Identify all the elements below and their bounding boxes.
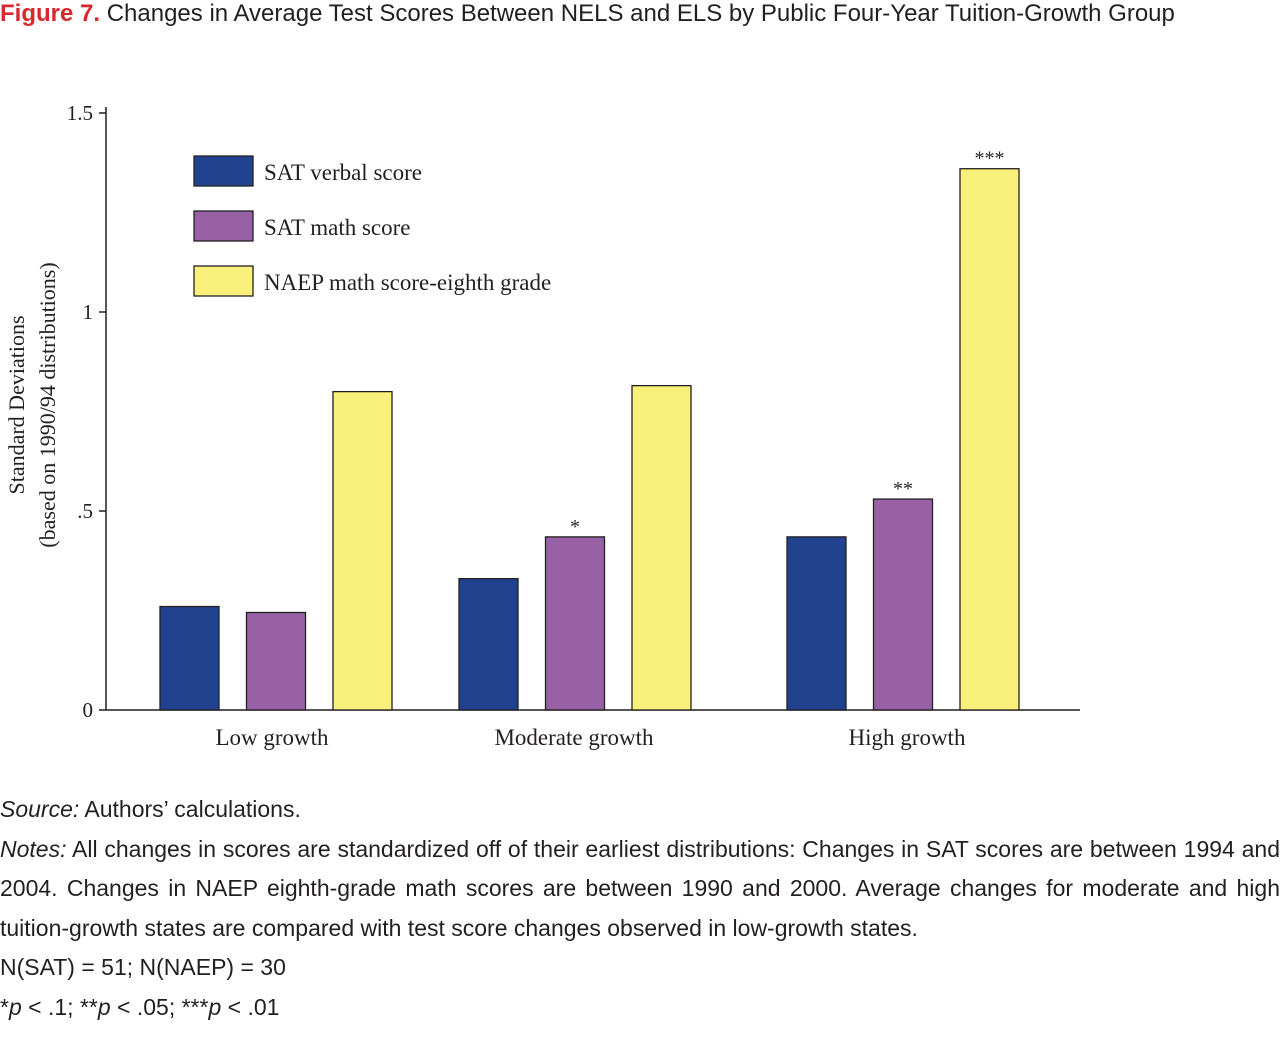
source-text: Authors’ calculations. bbox=[79, 796, 301, 822]
figure-title-text: Changes in Average Test Scores Between N… bbox=[106, 0, 1175, 27]
significance-marker: ** bbox=[893, 478, 913, 500]
legend-label: SAT verbal score bbox=[264, 160, 422, 185]
notes-label: Notes: bbox=[0, 835, 67, 862]
sig-p-3: p bbox=[208, 993, 222, 1020]
legend-swatch bbox=[193, 265, 254, 297]
notes-paragraph: Notes: All changes in scores are standar… bbox=[0, 830, 1280, 949]
notes-block: Source: Authors’ calculations. Notes: Al… bbox=[0, 790, 1280, 1027]
x-category-label: Moderate growth bbox=[494, 725, 654, 750]
bar bbox=[544, 536, 606, 711]
bar bbox=[631, 384, 692, 711]
source-label: Source: bbox=[0, 796, 80, 822]
y-axis-title-line2: (based on 1990/94 distributions) bbox=[35, 262, 60, 547]
sig-text-3: < .01 bbox=[221, 993, 280, 1020]
sig-star-2: ** bbox=[79, 993, 98, 1020]
chart-area: 0 .5 1 1.5 Standard Deviations (based on 1990… bbox=[0, 90, 1280, 770]
sig-text-1: < .1; bbox=[21, 993, 80, 1020]
bar bbox=[959, 168, 1020, 711]
sig-p-1: p bbox=[8, 993, 22, 1020]
x-category-label: High growth bbox=[849, 725, 966, 750]
source-line: Source: Authors’ calculations. bbox=[0, 790, 1280, 830]
y-tick-label: 1.5 bbox=[67, 101, 93, 125]
legend-label: SAT math score bbox=[264, 215, 411, 240]
sig-star-1: * bbox=[0, 993, 9, 1020]
significance-marker: *** bbox=[975, 148, 1005, 170]
notes-text: All changes in scores are standardized o… bbox=[0, 835, 1280, 941]
figure-title: Figure 7. Changes in Average Test Scores… bbox=[0, 0, 1280, 33]
y-axis-title-line1: Standard Deviations bbox=[4, 315, 29, 494]
figure-label: Figure 7. bbox=[0, 0, 101, 27]
significance-line: *p < .1; **p < .05; ***p < .01 bbox=[0, 988, 1280, 1028]
sig-p-2: p bbox=[97, 993, 111, 1020]
legend-swatch bbox=[193, 155, 254, 187]
bar bbox=[786, 536, 847, 711]
bar-chart: 0 .5 1 1.5 Standard Deviations (based on 1990… bbox=[4, 101, 1080, 750]
x-category-label: Low growth bbox=[215, 725, 329, 750]
bar bbox=[458, 578, 519, 711]
bar bbox=[159, 605, 220, 711]
y-tick-label: 0 bbox=[83, 698, 94, 722]
sig-text-2: < .05; bbox=[110, 993, 182, 1020]
y-tick-label: .5 bbox=[77, 499, 93, 523]
sig-star-3: *** bbox=[181, 993, 209, 1020]
bar bbox=[245, 611, 307, 711]
bar bbox=[872, 498, 934, 711]
legend-label: NAEP math score-eighth grade bbox=[264, 270, 551, 295]
sample-size-line: N(SAT) = 51; N(NAEP) = 30 bbox=[0, 954, 286, 980]
significance-marker: * bbox=[570, 516, 580, 538]
y-tick-label: 1 bbox=[83, 300, 94, 324]
bar bbox=[332, 390, 393, 711]
legend-swatch bbox=[193, 210, 254, 242]
